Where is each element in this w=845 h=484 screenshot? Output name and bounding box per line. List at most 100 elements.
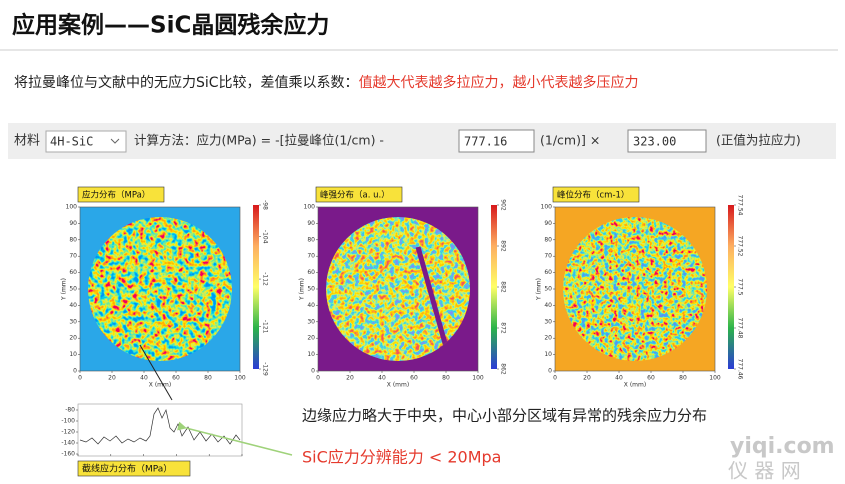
- title: 应用案例——SiC晶圆残余应力: [12, 12, 329, 39]
- y-tick-label: 10: [307, 351, 315, 358]
- y-tick-label: 60: [544, 269, 552, 276]
- intro-text: 将拉曼峰位与文献中的无应力SiC比较，差值乘以系数：: [14, 74, 359, 91]
- reference-input[interactable]: [458, 129, 535, 153]
- x-axis-label: X (mm): [387, 382, 409, 389]
- y-tick-label: 90: [307, 220, 315, 227]
- intro-highlight: 值越大代表越多拉应力，越小代表越多压应力: [359, 74, 639, 91]
- profile-y-label: -100: [61, 418, 75, 425]
- profile-frame: [77, 403, 243, 457]
- y-tick-label: 100: [304, 204, 316, 211]
- x-tick-label: 100: [472, 375, 484, 382]
- x-tick-label: 100: [234, 375, 246, 382]
- callout-arrow: [177, 421, 293, 456]
- formula-note: (正值为拉应力): [716, 133, 801, 148]
- x-tick-label: 0: [553, 375, 557, 382]
- colorbar: [728, 205, 734, 369]
- y-tick-label: 30: [307, 318, 315, 325]
- observation: 边缘应力略大于中央，中心小部分区域有异常的残余应力分布: [302, 407, 707, 425]
- x-tick-label: 0: [316, 375, 320, 382]
- colorbar-label: 862: [500, 363, 507, 375]
- map-image: [88, 217, 232, 361]
- material-value: 4H-SiC: [50, 135, 93, 149]
- map-title-box: [77, 186, 165, 203]
- coefficient-input[interactable]: [627, 129, 707, 153]
- x-tick-label: 60: [410, 375, 418, 382]
- colorbar-label: -112: [262, 272, 269, 286]
- colorbar: [491, 205, 497, 369]
- y-tick-label: 40: [69, 302, 77, 309]
- y-tick-label: 0: [548, 368, 552, 375]
- x-tick-label: 40: [378, 375, 386, 382]
- y-axis-label: Y (mm): [536, 278, 543, 301]
- colorbar-label: -121: [262, 320, 269, 334]
- profile-title-box: [77, 460, 191, 477]
- profile-y-label: -120: [61, 429, 75, 436]
- profile-y-label: -80: [65, 407, 75, 414]
- y-axis-label: Y (mm): [299, 278, 306, 301]
- y-tick-label: 10: [544, 351, 552, 358]
- x-tick-label: 80: [204, 375, 212, 382]
- y-tick-label: 20: [544, 335, 552, 342]
- colorbar-label: 892: [500, 240, 507, 252]
- y-tick-label: 90: [544, 220, 552, 227]
- x-tick-label: 20: [346, 375, 354, 382]
- colorbar-label: 902: [500, 199, 507, 211]
- material-select[interactable]: [45, 130, 127, 153]
- y-tick-label: 60: [69, 269, 77, 276]
- profile-y-label: -140: [61, 440, 75, 447]
- dropdown-arrow: [110, 138, 120, 144]
- crack: [415, 246, 449, 348]
- x-tick-label: 60: [172, 375, 180, 382]
- y-axis-label: Y (mm): [61, 278, 68, 301]
- material-label: 材料: [14, 134, 40, 149]
- y-tick-label: 20: [69, 335, 77, 342]
- map-title-box: [552, 186, 640, 203]
- map-image: [563, 217, 707, 361]
- y-tick-label: 30: [69, 318, 77, 325]
- y-tick-label: 0: [311, 368, 315, 375]
- cut-arrow: [139, 344, 173, 401]
- x-tick-label: 80: [442, 375, 450, 382]
- y-tick-label: 70: [544, 253, 552, 260]
- y-tick-label: 80: [69, 236, 77, 243]
- colorbar-label: 872: [500, 322, 507, 334]
- x-tick-label: 80: [679, 375, 687, 382]
- watermark-site: yiqi.com: [730, 434, 835, 459]
- x-tick-label: 40: [140, 375, 148, 382]
- colorbar-label: 777.52: [737, 236, 744, 257]
- colorbar-label: 777.54: [737, 195, 744, 216]
- profile-title: 截线应力分布（MPa）: [82, 463, 172, 475]
- x-tick-label: 20: [108, 375, 116, 382]
- formula: 计算方法：应力(MPa) = -[拉曼峰位(1/cm) -: [134, 133, 384, 148]
- y-tick-label: 70: [307, 253, 315, 260]
- colorbar-label: 777.46: [737, 359, 744, 380]
- y-tick-label: 30: [544, 318, 552, 325]
- y-tick-label: 90: [69, 220, 77, 227]
- map-title: 应力分布（MPa）: [82, 190, 150, 201]
- map-title: 峰强分布（a. u.）: [320, 190, 390, 201]
- coefficient-value: 323.00: [633, 135, 676, 149]
- x-axis-label: X (mm): [624, 382, 646, 389]
- colorbar: [253, 205, 259, 369]
- x-tick-label: 0: [78, 375, 82, 382]
- colorbar-label: 882: [500, 281, 507, 293]
- y-tick-label: 80: [307, 236, 315, 243]
- y-tick-label: 60: [307, 269, 315, 276]
- x-tick-label: 100: [709, 375, 721, 382]
- reference-value: 777.16: [464, 135, 507, 149]
- intro: 将拉曼峰位与文献中的无应力SiC比较，差值乘以系数：值越大代表越多拉应力，越小代…: [14, 74, 639, 91]
- y-tick-label: 40: [307, 302, 315, 309]
- y-tick-label: 70: [69, 253, 77, 260]
- profile-axes: -80 -100 -120 -140 -160: [61, 407, 243, 458]
- map-title-box: [315, 186, 403, 203]
- y-tick-label: 50: [544, 286, 552, 293]
- x-axis-label: X (mm): [149, 382, 171, 389]
- y-tick-label: 100: [66, 204, 78, 211]
- y-tick-label: 80: [544, 236, 552, 243]
- colorbar-label: -104: [262, 230, 269, 244]
- colorbar-label: 777.5: [737, 278, 744, 295]
- colorbar-label: 777.48: [737, 318, 744, 339]
- map-image: [326, 217, 470, 361]
